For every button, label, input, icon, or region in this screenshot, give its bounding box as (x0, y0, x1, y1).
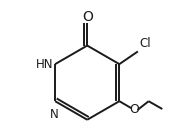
Text: Cl: Cl (139, 37, 151, 50)
Text: O: O (82, 10, 93, 24)
Text: O: O (129, 103, 139, 116)
Text: N: N (50, 108, 59, 121)
Text: HN: HN (36, 58, 53, 71)
